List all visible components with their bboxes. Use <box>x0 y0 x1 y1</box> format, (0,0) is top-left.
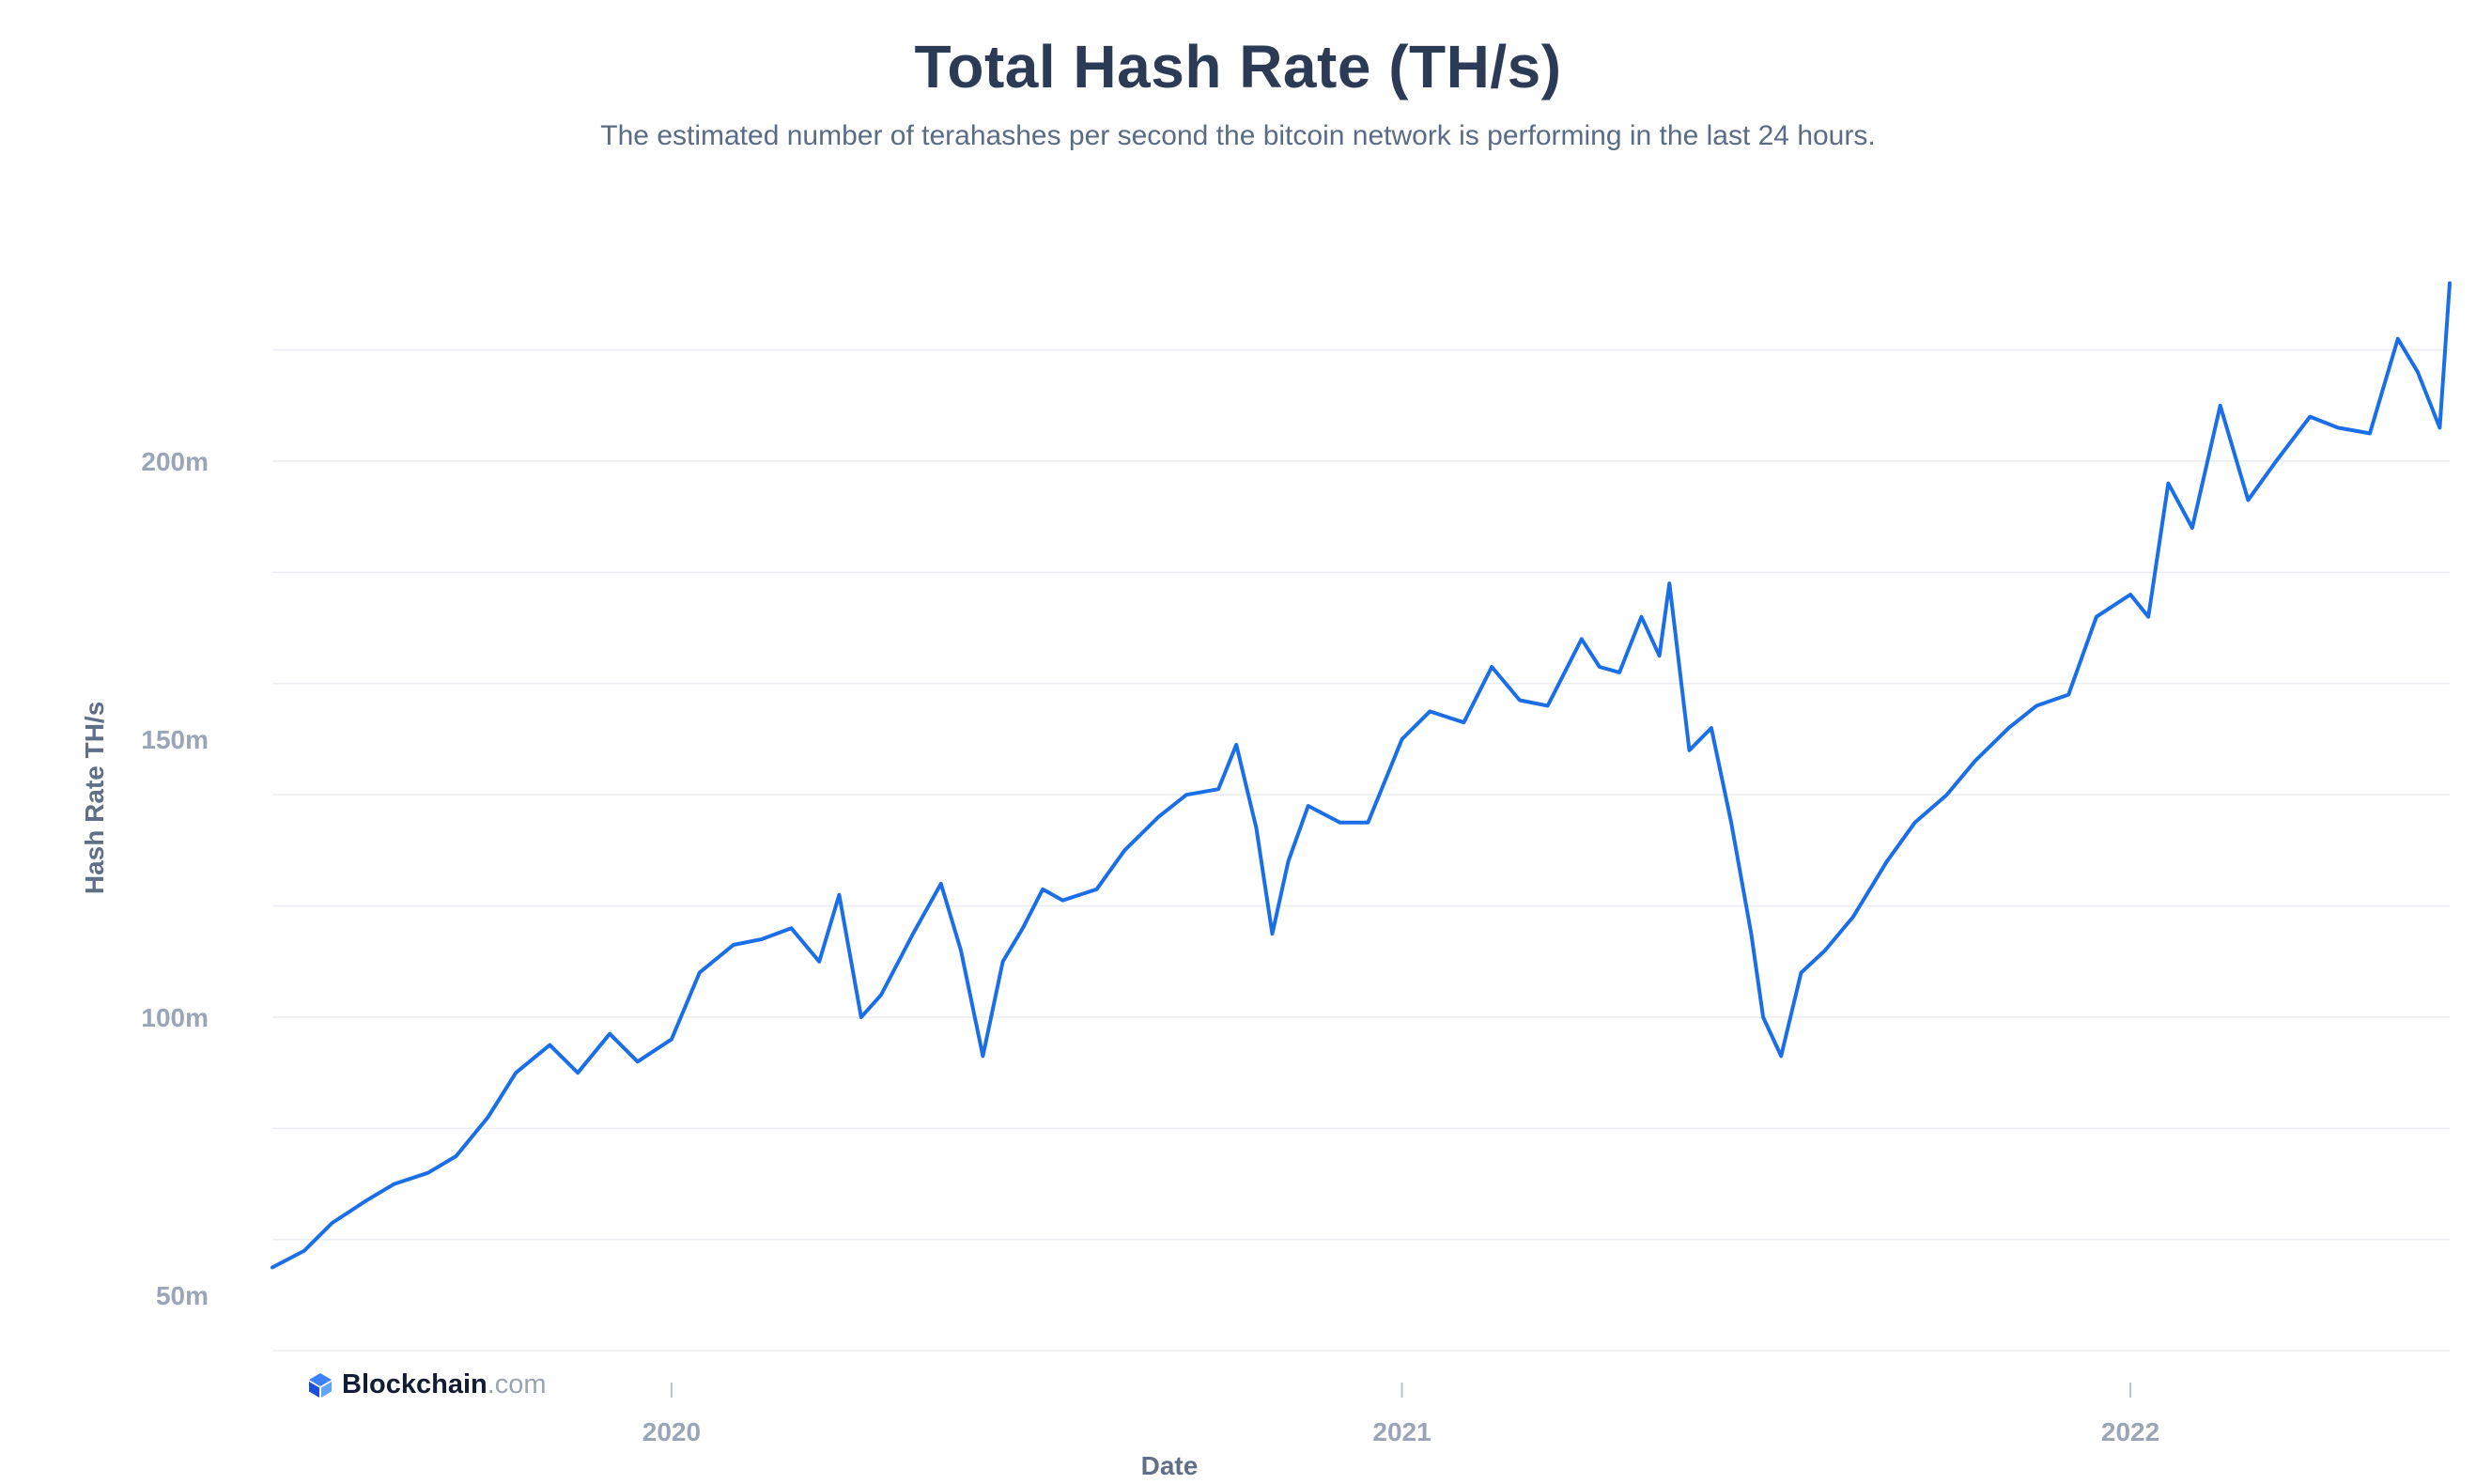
x-tick-label: 2020 <box>642 1417 701 1446</box>
blockchain-logo-icon <box>309 1372 332 1398</box>
hash-rate-line <box>271 281 2452 1270</box>
chart-subtitle: The estimated number of terahashes per s… <box>600 120 1876 151</box>
y-tick-label: 150m <box>141 725 209 754</box>
x-tick-label: 2022 <box>2101 1417 2159 1446</box>
x-axis-title: Date <box>1141 1451 1199 1480</box>
y-tick-label: 100m <box>141 1003 209 1032</box>
y-tick-label: 50m <box>156 1281 209 1310</box>
y-tick-label: 200m <box>141 447 209 476</box>
brand-tld: .com <box>487 1369 547 1399</box>
y-axis-title: Hash Rate TH/s <box>80 702 109 894</box>
blockchain-brand[interactable]: Blockchain .com <box>306 1369 547 1400</box>
x-tick-label: 2021 <box>1372 1417 1431 1446</box>
chart-title: Total Hash Rate (TH/s) <box>914 33 1562 100</box>
brand-name: Blockchain <box>342 1369 487 1399</box>
